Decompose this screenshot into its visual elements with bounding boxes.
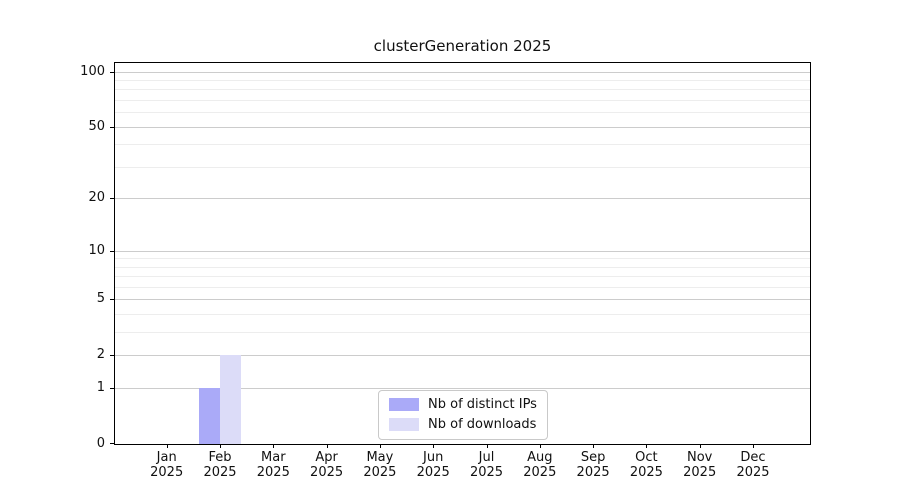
- y-tick-5: [110, 299, 114, 301]
- chart-title: clusterGeneration 2025: [373, 37, 552, 55]
- y-tick-2: [110, 355, 114, 357]
- gridline-minor-60: [115, 112, 810, 114]
- x-tick-nov: [699, 444, 701, 448]
- x-tick-label-oct: Oct 2025: [629, 450, 663, 480]
- gridline-minor-70: [115, 100, 810, 101]
- legend-label-distinct-ips: Nb of distinct IPs: [428, 397, 537, 412]
- gridline-minor-6: [115, 287, 810, 288]
- x-tick-jun: [433, 444, 435, 448]
- gridline-minor-4: [115, 314, 810, 316]
- x-tick-dec: [753, 444, 754, 448]
- y-tick-label-0: 0: [96, 436, 105, 451]
- y-tick-1: [110, 388, 114, 390]
- y-tick-label-100: 100: [80, 63, 105, 79]
- legend-label-downloads: Nb of downloads: [428, 417, 537, 432]
- y-tick-0: [110, 443, 114, 444]
- legend-item-distinct-ips: Nb of distinct IPs: [389, 397, 537, 412]
- y-tick-100: [110, 71, 114, 73]
- gridline-minor-40: [115, 144, 810, 146]
- gridline-major-2: [115, 355, 810, 357]
- y-tick-label-5: 5: [96, 291, 105, 307]
- x-tick-sep: [593, 444, 595, 448]
- x-tick-label-feb: Feb 2025: [203, 450, 237, 480]
- x-tick-mar: [273, 444, 275, 448]
- gridline-major-20: [115, 198, 810, 200]
- gridline-major-5: [115, 299, 810, 301]
- x-tick-label-dec: Dec 2025: [736, 450, 770, 480]
- bar-nb-of-distinct-ips-feb: [198, 388, 220, 444]
- x-tick-label-jun: Jun 2025: [416, 450, 450, 480]
- gridline-minor-3: [115, 332, 810, 334]
- x-tick-label-jan: Jan 2025: [150, 450, 184, 480]
- x-tick-jul: [486, 444, 488, 448]
- gridline-minor-90: [115, 80, 810, 81]
- x-tick-jan: [166, 444, 168, 448]
- bar-nb-of-downloads-feb: [220, 355, 242, 444]
- gridline-minor-30: [115, 166, 810, 168]
- gridline-major-100: [115, 71, 810, 73]
- y-tick-label-2: 2: [96, 347, 105, 363]
- gridline-major-10: [115, 250, 810, 252]
- gridline-minor-80: [115, 89, 810, 91]
- x-tick-oct: [646, 444, 648, 448]
- y-tick-label-20: 20: [88, 190, 105, 206]
- x-tick-apr: [326, 444, 328, 448]
- y-tick-10: [110, 250, 114, 252]
- y-tick-50: [110, 126, 114, 128]
- gridline-minor-9: [115, 258, 810, 260]
- y-tick-label-50: 50: [88, 118, 105, 134]
- x-tick-feb: [220, 444, 221, 448]
- gridline-major-1: [115, 388, 810, 390]
- legend: Nb of distinct IPs Nb of downloads: [378, 390, 548, 440]
- gridline-minor-7: [115, 276, 810, 278]
- x-tick-label-mar: Mar 2025: [256, 450, 290, 480]
- x-tick-aug: [539, 444, 541, 448]
- y-tick-20: [110, 198, 114, 200]
- gridline-major-50: [115, 126, 810, 128]
- x-tick-label-may: May 2025: [363, 450, 397, 480]
- gridline-minor-8: [115, 266, 810, 268]
- legend-swatch-distinct-ips: [389, 398, 419, 411]
- x-tick-label-sep: Sep 2025: [576, 450, 610, 480]
- y-tick-label-10: 10: [88, 242, 105, 258]
- y-tick-label-1: 1: [96, 380, 105, 396]
- x-tick-label-aug: Aug 2025: [523, 450, 557, 480]
- x-tick-label-apr: Apr 2025: [310, 450, 344, 480]
- x-tick-label-nov: Nov 2025: [683, 450, 717, 480]
- legend-swatch-downloads: [389, 418, 419, 431]
- x-tick-label-jul: Jul 2025: [469, 450, 504, 480]
- legend-item-downloads: Nb of downloads: [389, 417, 537, 432]
- plot-area: Nb of distinct IPs Nb of downloads Jan 20…: [80, 62, 811, 480]
- x-tick-may: [379, 444, 381, 448]
